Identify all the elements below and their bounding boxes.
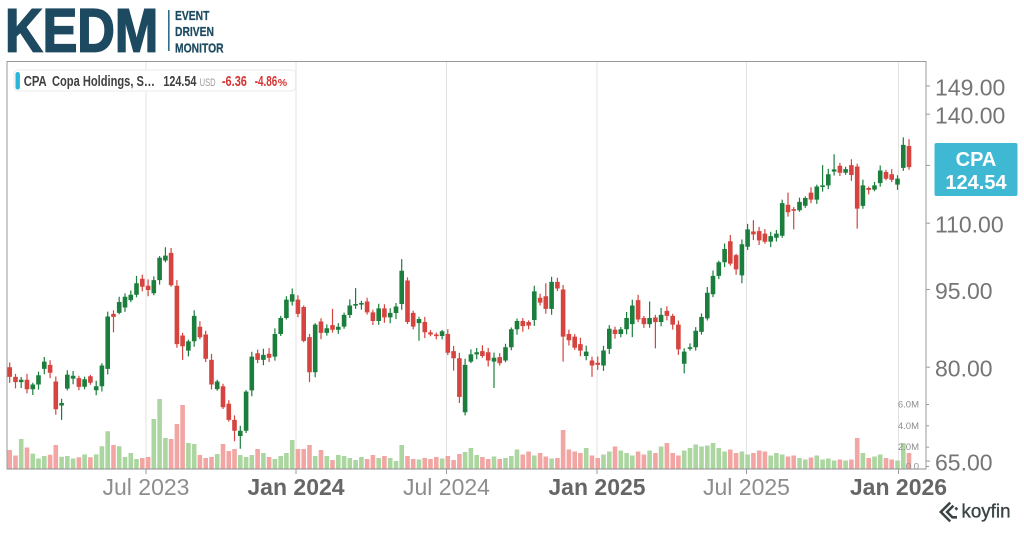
svg-text:DRIVEN: DRIVEN	[175, 26, 214, 39]
svg-text:149.00: 149.00	[935, 74, 1005, 100]
svg-text:Jul 2023: Jul 2023	[103, 474, 190, 500]
svg-text:CPA: CPA	[24, 74, 47, 90]
svg-text:MONITOR: MONITOR	[175, 43, 224, 56]
svg-text:Jul 2024: Jul 2024	[403, 474, 490, 500]
svg-text:110.00: 110.00	[935, 212, 1004, 238]
svg-text:124.54: 124.54	[163, 74, 196, 90]
svg-text:CPA: CPA	[956, 149, 997, 171]
svg-text:0.0: 0.0	[906, 462, 919, 473]
svg-text:%: %	[278, 77, 288, 89]
svg-text:Jan 2025: Jan 2025	[548, 474, 645, 500]
svg-text:124.54: 124.54	[945, 172, 1007, 194]
svg-text:koyfin: koyfin	[962, 502, 1011, 523]
svg-text:140.00: 140.00	[935, 103, 1005, 129]
svg-text:Jan 2024: Jan 2024	[247, 474, 344, 500]
svg-text:KEDM: KEDM	[5, 0, 158, 65]
svg-text:2.0M: 2.0M	[898, 442, 919, 453]
svg-text:4.0M: 4.0M	[898, 421, 919, 432]
svg-text:-6.36: -6.36	[222, 74, 247, 90]
svg-text:-4.86: -4.86	[255, 74, 278, 90]
svg-text:95.00: 95.00	[935, 278, 993, 304]
svg-text:65.00: 65.00	[935, 449, 993, 475]
svg-text:EVENT: EVENT	[175, 10, 209, 23]
svg-text:USD: USD	[200, 77, 216, 89]
svg-text:Jul 2025: Jul 2025	[703, 474, 790, 500]
svg-text:Copa Holdings, S…: Copa Holdings, S…	[52, 74, 155, 90]
svg-text:6.0M: 6.0M	[898, 400, 919, 411]
svg-text:80.00: 80.00	[935, 356, 993, 382]
svg-text:Jan 2026: Jan 2026	[850, 474, 947, 500]
